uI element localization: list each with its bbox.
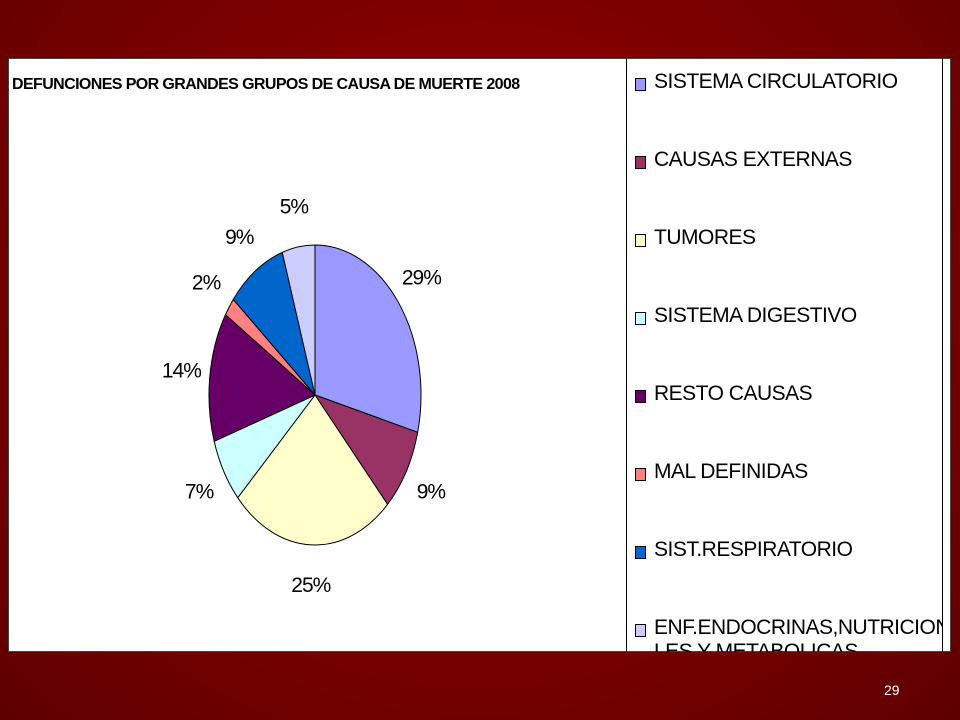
pie-label-causas-externas: 9%	[417, 481, 446, 504]
pie-label-tumores: 25%	[291, 574, 330, 597]
pie-slice-sist-respiratorio	[232, 251, 316, 396]
legend-label: ENF.ENDOCRINAS,NUTRICIONA LES Y METABOLI…	[654, 616, 943, 652]
legend-swatch	[635, 78, 646, 91]
pie-label-mal-definidas: 2%	[192, 272, 221, 295]
pie-label-sistema-circulatorio: 29%	[402, 267, 441, 290]
pie-label-enf-endocrinas-nutriciona-les-y-metabolicas: 5%	[280, 195, 309, 218]
legend-swatch	[635, 234, 646, 247]
legend-label: CAUSAS EXTERNAS	[654, 148, 852, 171]
legend-swatch	[635, 312, 646, 325]
pie-label-sistema-digestivo: 7%	[185, 481, 214, 504]
pie-slice-causas-externas	[313, 394, 419, 506]
legend-swatch	[635, 390, 646, 403]
pie-slice-resto-causas	[208, 313, 316, 443]
legend-swatch	[635, 156, 646, 169]
pie-percent-labels: 29%9%25%7%14%2%9%5%	[162, 195, 447, 597]
legend-swatch	[635, 468, 646, 481]
pie-slice-sistema-circulatorio	[314, 244, 422, 433]
legend-item-mal-definidas: MAL DEFINIDAS	[635, 460, 942, 490]
legend-item-sist-respiratorio: SIST.RESPIRATORIO	[635, 538, 942, 568]
legend-swatch	[635, 624, 646, 637]
legend-label: SISTEMA DIGESTIVO	[654, 304, 857, 327]
legend-item-sistema-circulatorio: SISTEMA CIRCULATORIO	[635, 70, 942, 100]
legend-label: TUMORES	[654, 226, 756, 249]
legend: SISTEMA CIRCULATORIO CAUSAS EXTERNAS TUMOR…	[626, 58, 943, 652]
legend-item-resto-causas: RESTO CAUSAS	[635, 382, 942, 412]
legend-label: SISTEMA CIRCULATORIO	[654, 70, 898, 93]
legend-item-causas-externas: CAUSAS EXTERNAS	[635, 148, 942, 178]
legend-swatch	[635, 546, 646, 559]
pie-label-sist-respiratorio: 9%	[225, 226, 254, 249]
legend-item-tumores: TUMORES	[635, 226, 942, 256]
pie-label-resto-causas: 14%	[162, 360, 201, 383]
legend-label: RESTO CAUSAS	[654, 382, 813, 405]
pie-slice-enf-endocrinas-nutriciona-les-y-metabolicas	[281, 244, 316, 396]
legend-label: SIST.RESPIRATORIO	[654, 538, 853, 561]
legend-item-sistema-digestivo: SISTEMA DIGESTIVO	[635, 304, 942, 334]
pie-slices	[208, 244, 422, 546]
chart-panel	[8, 58, 951, 652]
chart-title: DEFUNCIONES POR GRANDES GRUPOS DE CAUSA …	[12, 76, 520, 93]
legend-label: MAL DEFINIDAS	[654, 460, 808, 483]
pie-slice-tumores	[237, 394, 389, 546]
legend-item-enf-endocrinas-nutriciona-les-y-metabolicas: ENF.ENDOCRINAS,NUTRICIONA LES Y METABOLI…	[635, 616, 942, 652]
page-number: 29	[884, 682, 900, 698]
